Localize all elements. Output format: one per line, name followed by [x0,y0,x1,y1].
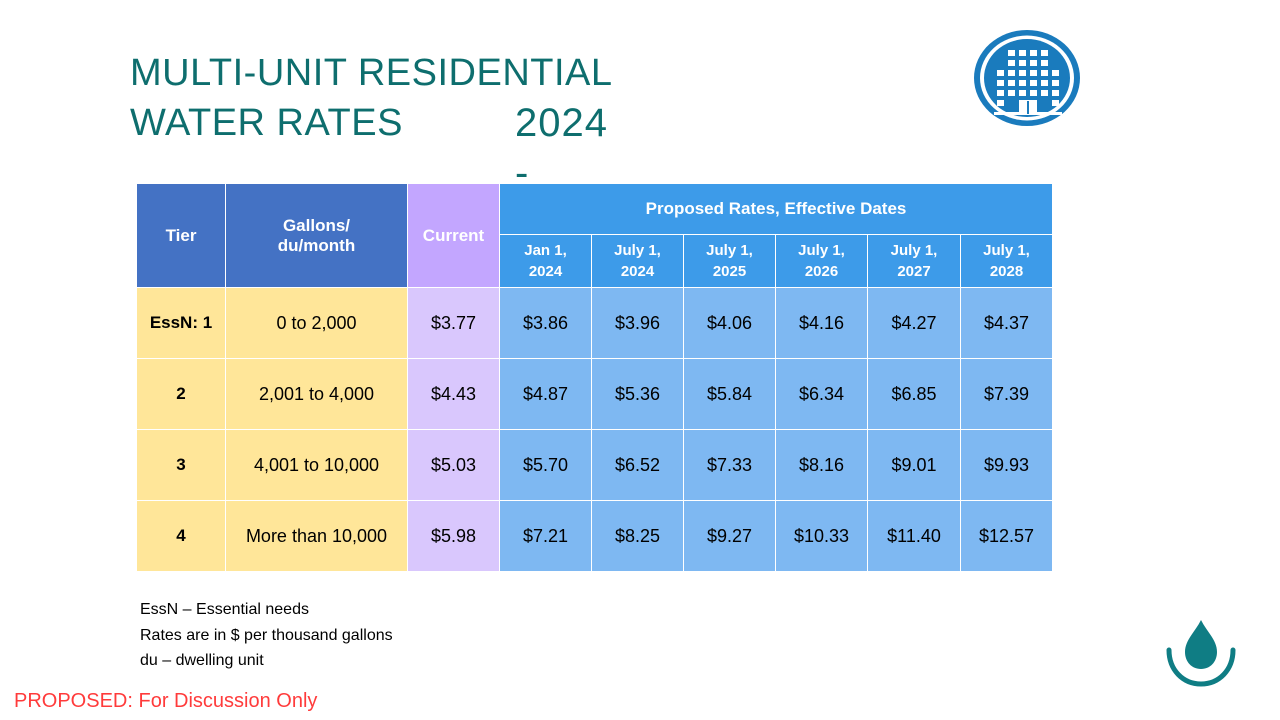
rate-cell: $5.36 [591,358,684,430]
table-notes: EssN – Essential needs Rates are in $ pe… [140,597,393,674]
date-line-1: July 1, [706,242,753,259]
rate-cell: $7.33 [683,429,776,501]
rate-cell: $4.16 [775,287,868,359]
rate-cell: $7.21 [499,500,592,572]
proposed-disclaimer: PROPOSED: For Discussion Only [14,690,318,712]
date-line-1: July 1, [983,242,1030,259]
gallons-header: Gallons/ du/month [225,183,408,288]
date-header: July 1, 2024 [591,234,684,288]
rate-cell: $8.16 [775,429,868,501]
date-line-1: July 1, [798,242,845,259]
rate-cell: $4.87 [499,358,592,430]
gallons-cell: 0 to 2,000 [225,287,408,359]
water-drop-logo-icon [1166,620,1236,687]
rate-cell: $6.52 [591,429,684,501]
gallons-header-line-2: du/month [277,235,356,255]
tier-header: Tier [136,183,226,288]
rate-cell: $9.27 [683,500,776,572]
table-row: 2 2,001 to 4,000 $4.43 $4.87 $5.36 $5.84… [136,358,1053,430]
rate-cell: $10.33 [775,500,868,572]
date-line-1: Jan 1, [524,242,567,259]
tier-cell: 2 [136,358,226,430]
table-row: 4 More than 10,000 $5.98 $7.21 $8.25 $9.… [136,500,1053,572]
rate-cell: $4.27 [867,287,961,359]
header-row-dates: Jan 1, 2024 July 1, 2024 July 1, 2025 July … [137,234,1053,288]
date-line-1: July 1, [890,242,938,259]
current-header: Current [407,183,500,288]
date-line-1: July 1, [614,242,661,259]
gallons-cell: More than 10,000 [225,500,408,572]
gallons-header-line-1: Gallons/ [282,215,351,235]
gallons-cell: 2,001 to 4,000 [225,358,408,430]
proposed-rates-header: Proposed Rates, Effective Dates [499,183,1053,235]
rate-cell: $7.39 [960,358,1053,430]
date-line-2: 2025 [712,263,747,280]
note-line: EssN – Essential needs [140,601,309,618]
rate-cell: $9.93 [960,429,1053,501]
date-header: July 1, 2028 [960,234,1053,288]
current-rate-cell: $5.98 [407,500,500,572]
rate-cell: $11.40 [867,500,961,572]
rate-cell: $5.70 [499,429,592,501]
note-line: du – dwelling unit [140,652,264,669]
rate-cell: $4.06 [683,287,776,359]
date-line-2: 2028 [989,263,1024,280]
header-row-top: Tier Gallons/ du/month Current Proposed … [136,183,1053,288]
table-row: 3 4,001 to 10,000 $5.03 $5.70 $6.52 $7.3… [136,429,1053,501]
current-rate-cell: $5.03 [407,429,500,501]
date-line-2: 2027 [897,263,931,280]
rate-cell: $4.37 [960,287,1053,359]
rate-cell: $3.86 [499,287,592,359]
date-header: Jan 1, 2024 [499,234,592,288]
gallons-cell: 4,001 to 10,000 [225,429,408,501]
table-row: EssN: 1 0 to 2,000 $3.77 $3.86 $3.96 $4.… [136,287,1053,359]
date-line-2: 2026 [804,263,839,280]
date-line-2: 2024 [528,263,563,280]
date-header: July 1, 2025 [683,234,776,288]
rate-cell: $8.25 [591,500,684,572]
title-line-1: MULTI-UNIT RESIDENTIAL [130,52,613,94]
date-header: July 1, 2026 [775,234,868,288]
current-rate-cell: $3.77 [407,287,500,359]
date-line-2: 2024 [620,263,655,280]
rate-cell: $3.96 [591,287,684,359]
rate-cell: $9.01 [867,429,961,501]
note-line: Rates are in $ per thousand gallons [140,626,393,644]
slide-title: MULTI-UNIT RESIDENTIAL WATER RATES 2024 … [130,48,613,245]
rate-cell: $6.34 [775,358,868,430]
current-rate-cell: $4.43 [407,358,500,430]
rate-cell: $12.57 [960,500,1053,572]
date-header: July 1, 2027 [867,234,961,288]
rate-cell: $5.84 [683,358,776,430]
tier-cell: EssN: 1 [136,287,226,359]
rate-cell: $6.85 [867,358,961,430]
tier-cell: 4 [136,500,226,572]
apartment-building-icon [974,30,1080,126]
tier-cell: 3 [136,429,226,501]
water-rates-table: Tier Gallons/ du/month Current Proposed … [136,183,1053,572]
title-line-2: WATER RATES [130,102,403,144]
